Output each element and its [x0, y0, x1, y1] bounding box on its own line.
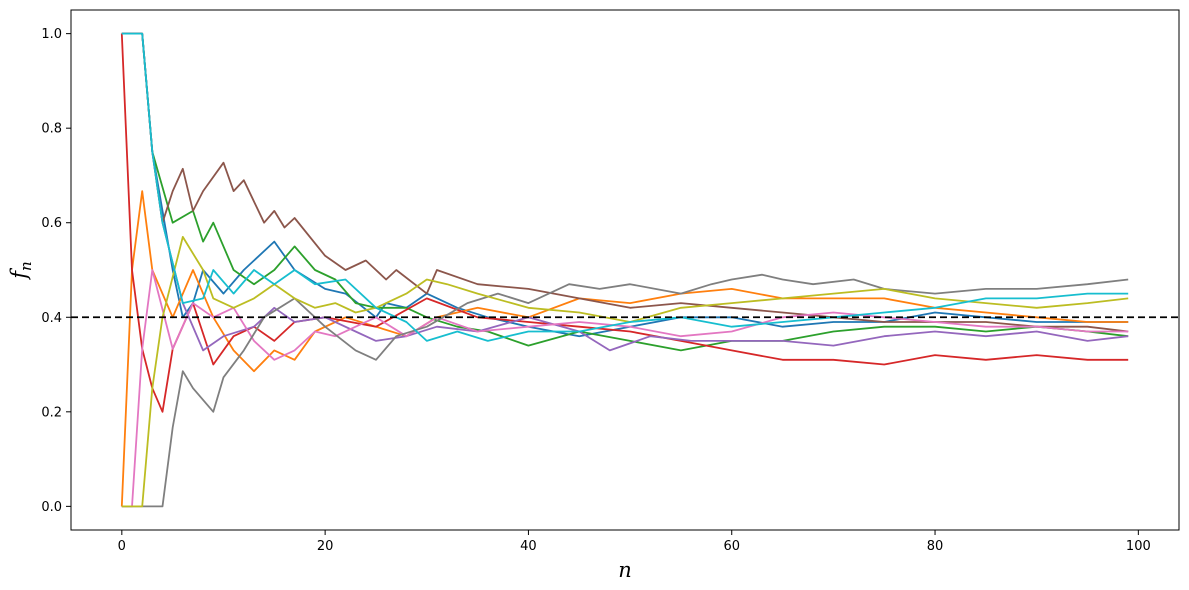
y-axis-label: fn [7, 261, 35, 280]
series-line-8 [121, 273, 1129, 508]
y-tick-label: 0.4 [41, 311, 62, 326]
x-tick-label: 0 [118, 539, 126, 554]
y-tick-label: 1.0 [41, 27, 62, 42]
series-line-10 [121, 32, 1129, 342]
x-tick-label: 80 [927, 539, 944, 554]
y-tick-label: 0.8 [41, 122, 62, 137]
x-axis-label: n [618, 558, 632, 582]
series-line-6 [121, 32, 1129, 333]
series-layer [120, 32, 1129, 508]
x-tick-label: 40 [520, 539, 537, 554]
x-tick-label: 20 [317, 539, 334, 554]
series-line-5 [121, 32, 1129, 352]
y-tick-label: 0.0 [41, 500, 62, 515]
y-axis-label-main: f [7, 268, 31, 281]
series-line-9 [121, 235, 1129, 508]
series-line-3 [121, 32, 1129, 352]
series-line-4 [120, 33, 1129, 413]
x-tick-label: 60 [723, 539, 740, 554]
series-line-2 [120, 190, 1129, 507]
y-tick-label: 0.2 [41, 405, 62, 420]
x-axis-ticks: 0 20 40 60 80 100 [118, 530, 1151, 554]
x-tick-label: 100 [1126, 539, 1151, 554]
series-line-1 [121, 32, 1129, 338]
y-tick-label: 0.6 [41, 216, 62, 231]
y-axis-ticks: 0.0 0.2 0.4 0.6 0.8 1.0 [41, 27, 71, 515]
y-axis-label-subscript: n [17, 261, 35, 271]
plot-area-frame [70, 9, 1180, 531]
series-line-7 [121, 269, 1129, 508]
